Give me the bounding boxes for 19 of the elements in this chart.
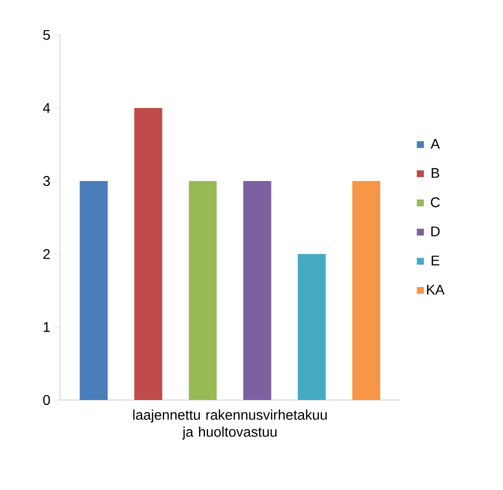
bar <box>243 181 272 400</box>
legend-label: B <box>432 168 440 178</box>
y-tick-label: 3 <box>43 176 50 186</box>
bar <box>134 108 162 400</box>
y-tick-label: 5 <box>43 30 50 40</box>
x-tick-label: laajennettu rakennusvirhetakuu ja huoltovastuu <box>133 410 327 440</box>
y-tick-label: 0 <box>43 395 50 405</box>
legend-label: D <box>431 226 440 236</box>
bar <box>298 254 326 400</box>
bar <box>352 181 380 400</box>
legend-label: C <box>430 197 440 208</box>
y-tick-label: 4 <box>42 103 50 113</box>
bar <box>80 181 108 400</box>
y-tick-label: 2 <box>43 249 50 259</box>
legend-label: E <box>432 256 440 266</box>
legend-label: A <box>430 139 440 149</box>
legend-label: KA <box>427 284 445 294</box>
y-tick-label: 1 <box>44 322 50 332</box>
bar <box>188 181 217 400</box>
